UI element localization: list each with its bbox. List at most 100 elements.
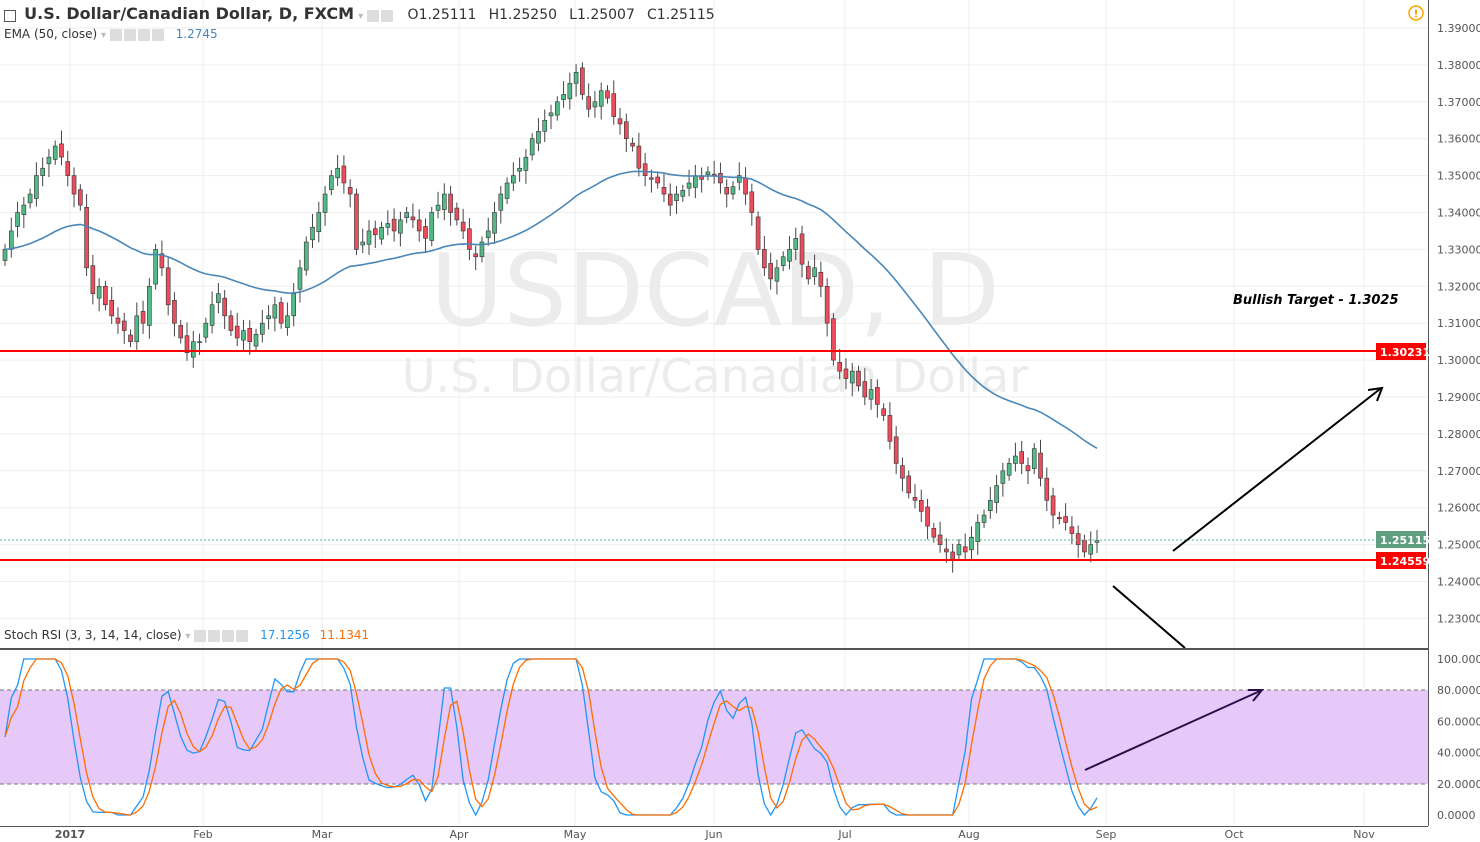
candle-body	[705, 171, 711, 176]
price-tick-label: 1.39000	[1437, 22, 1480, 35]
chevron-down-icon[interactable]: ▾	[358, 11, 364, 22]
candle	[467, 218, 472, 261]
candle	[768, 252, 773, 290]
candle-body	[291, 293, 296, 317]
candle	[410, 203, 416, 228]
price-axis[interactable]: 1.39000 1.38000 1.37000 1.36000 1.35000 1.340…	[1437, 22, 1480, 625]
candle	[442, 183, 447, 221]
candle-body	[1088, 544, 1094, 555]
candle	[1000, 462, 1006, 497]
candle	[592, 91, 598, 118]
candle-body	[736, 175, 742, 183]
gear-icon[interactable]	[208, 629, 221, 642]
visibility-icon[interactable]	[367, 9, 380, 22]
candle-body	[517, 167, 522, 172]
ema-line	[4, 170, 1098, 449]
candle	[812, 254, 817, 285]
candle-body	[203, 322, 209, 338]
price-tick-label: 1.31000	[1437, 317, 1480, 330]
candle-body	[1013, 455, 1018, 464]
candle	[875, 379, 880, 418]
candle	[278, 297, 284, 329]
candle-body	[52, 145, 58, 160]
candle	[806, 260, 811, 285]
candle	[1088, 531, 1094, 563]
candle-body	[837, 362, 842, 372]
candle	[975, 514, 981, 555]
stoch-axis[interactable]: 100.0000 80.0000 60.0000 40.0000 20.0000 0.00…	[1437, 653, 1480, 822]
candle-body	[674, 193, 679, 201]
candle	[1006, 457, 1012, 481]
price-tick-label: 1.37000	[1437, 96, 1480, 109]
candle-body	[780, 256, 786, 266]
time-tick-label: Sep	[1096, 828, 1117, 841]
candle	[153, 243, 158, 290]
candle	[511, 162, 516, 192]
price-tick-label: 1.38000	[1437, 59, 1480, 72]
arrow-stoch[interactable]	[1084, 689, 1265, 771]
candle-body	[567, 83, 573, 100]
candle	[969, 526, 974, 561]
candle-body	[642, 163, 648, 176]
arrow-up[interactable]	[1172, 386, 1384, 552]
stoch-label[interactable]: Stoch RSI (3, 3, 14, 14, close)	[4, 628, 182, 642]
plus-icon[interactable]	[222, 629, 235, 642]
close-icon[interactable]	[236, 629, 249, 642]
chevron-down-icon[interactable]: ▾	[100, 30, 106, 41]
candle-body	[347, 187, 353, 195]
candle-body	[423, 226, 428, 239]
candle	[950, 543, 955, 573]
high-value: H1.25250	[488, 7, 558, 23]
candle	[849, 363, 855, 397]
price-tick-label: 1.23000	[1437, 612, 1480, 625]
price-tick-label: 1.34000	[1437, 207, 1480, 220]
candle-body	[278, 302, 284, 324]
visibility-icon[interactable]	[109, 28, 122, 41]
candle-body	[611, 93, 617, 117]
stoch-k-value: 17.1256	[260, 628, 310, 642]
candle-body	[824, 285, 830, 324]
gear-icon[interactable]	[381, 9, 394, 22]
chevron-down-icon[interactable]: ▾	[185, 631, 191, 642]
candle-body	[605, 90, 610, 99]
candle-body	[448, 193, 453, 213]
plus-icon[interactable]	[137, 28, 150, 41]
gear-icon[interactable]	[123, 28, 136, 41]
time-tick-label: Jul	[837, 828, 851, 841]
bullish-target-annotation[interactable]: Bullish Target - 1.3025	[1233, 293, 1399, 308]
candle-body	[925, 506, 930, 527]
candle-body	[134, 315, 140, 342]
candle	[96, 278, 102, 312]
candle-body	[912, 497, 918, 501]
warning-icon[interactable]: !	[1408, 5, 1424, 21]
candle-body	[718, 173, 723, 184]
candle-body	[580, 67, 585, 95]
price-tick-label: 1.27000	[1437, 465, 1480, 478]
symbol-title[interactable]: U.S. Dollar/Canadian Dollar, D, FXCM	[24, 4, 355, 23]
collapse-icon[interactable]	[4, 9, 16, 22]
candle-body	[216, 293, 221, 303]
candle	[1082, 534, 1087, 558]
close-icon[interactable]	[151, 28, 164, 41]
price-tag-current-text: 1.25115	[1380, 534, 1430, 547]
candle-body	[8, 230, 14, 250]
candle	[46, 149, 52, 178]
time-axis[interactable]: 2017 Feb Mar Apr May Jun Jul Aug Sep Oct Nov	[55, 828, 1376, 841]
grid	[0, 0, 1428, 826]
trend-line-down[interactable]	[1112, 585, 1186, 649]
candle-body	[391, 218, 397, 232]
ema-label[interactable]: EMA (50, close)	[4, 27, 98, 41]
candle-body	[435, 204, 441, 211]
candle-body	[410, 216, 416, 221]
candle-body	[592, 101, 598, 108]
candle	[799, 225, 805, 278]
time-tick-label: 2017	[55, 828, 86, 841]
candle-body	[511, 175, 516, 184]
visibility-icon[interactable]	[194, 629, 207, 642]
price-tick-label: 1.28000	[1437, 428, 1480, 441]
candles	[2, 62, 1100, 573]
candle	[216, 282, 221, 314]
candle-body	[818, 271, 824, 287]
price-tag-current: 1.25115	[1376, 531, 1430, 548]
